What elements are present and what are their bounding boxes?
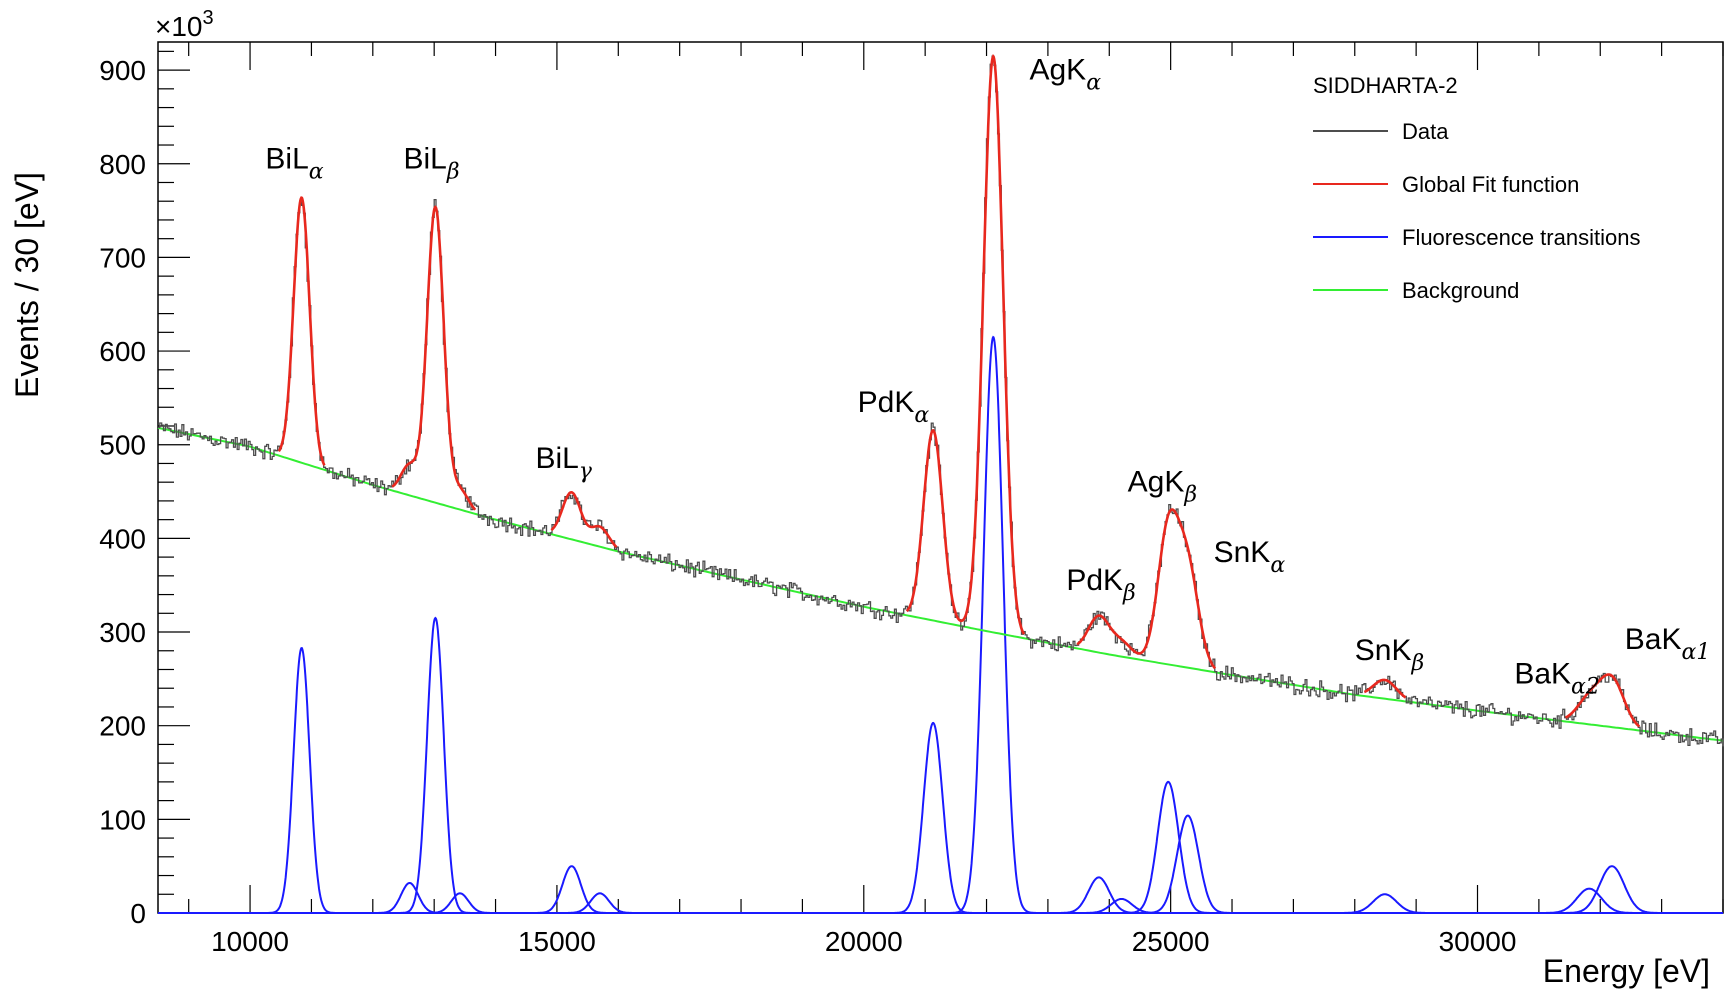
- y-multiplier-exponent: 3: [203, 7, 214, 29]
- y-tick-label: 200: [99, 711, 146, 742]
- peak-label: BaKα1: [1625, 623, 1711, 665]
- peak-label-subscript: γ: [579, 459, 593, 484]
- peak-label-subscript: α2: [1571, 675, 1600, 700]
- peak-label-subscript: α: [309, 159, 324, 184]
- legend: SIDDHARTA-2 Data Global Fit function Fluor…: [1313, 73, 1640, 303]
- y-multiplier-base: ×10: [155, 11, 203, 42]
- peak-label: SnKα: [1214, 536, 1286, 578]
- y-tick-label: 600: [99, 336, 146, 367]
- peak-label-subscript: β: [1122, 581, 1136, 606]
- peak-label: BiLα: [265, 142, 323, 184]
- peak-label-element: PdK: [858, 386, 915, 419]
- peak-label-element: AgK: [1029, 53, 1086, 86]
- fluorescence-transitions-series: [158, 335, 1723, 914]
- peak-label: AgKα: [1029, 53, 1101, 95]
- x-tick-label: 30000: [1439, 926, 1517, 957]
- y-axis-ticks: [158, 50, 190, 914]
- peak-label-subscript: β: [1410, 651, 1424, 676]
- peak-label-subscript: β: [446, 159, 460, 184]
- y-tick-label: 300: [99, 617, 146, 648]
- legend-label: Data: [1402, 119, 1449, 144]
- x-axis-title: Energy [eV]: [1543, 953, 1710, 989]
- peak-label-subscript: α1: [1682, 640, 1711, 665]
- peak-label-element: PdK: [1066, 564, 1123, 597]
- peak-label-element: SnK: [1214, 536, 1271, 569]
- x-tick-label: 10000: [211, 926, 289, 957]
- x-axis-tick-labels: 10000 15000 20000 25000 30000: [211, 926, 1516, 957]
- y-axis-tick-labels: 0 100 200 300 400 500 600 700 800 900: [99, 55, 146, 929]
- peak-label: AgKβ: [1128, 466, 1197, 508]
- y-tick-label: 800: [99, 149, 146, 180]
- x-tick-label: 25000: [1132, 926, 1210, 957]
- x-tick-label: 15000: [518, 926, 596, 957]
- fluorescence-peak: [158, 865, 1723, 914]
- peak-label-element: AgK: [1128, 466, 1185, 499]
- peak-label: BaKα2: [1514, 658, 1600, 700]
- y-axis-multiplier: ×103: [155, 7, 214, 42]
- peak-label-subscript: α: [1086, 70, 1101, 95]
- legend-title: SIDDHARTA-2: [1313, 73, 1458, 98]
- peak-label-element: BiL: [265, 142, 308, 175]
- legend-label: Background: [1402, 278, 1519, 303]
- peak-label-subscript: β: [1183, 483, 1197, 508]
- peak-label: BiLβ: [403, 142, 459, 184]
- peak-label: BiLγ: [535, 442, 592, 484]
- y-tick-label: 0: [130, 898, 146, 929]
- peak-label-element: BiL: [403, 142, 446, 175]
- peak-label-element: BiL: [535, 442, 578, 475]
- global-fit-series-line: [277, 54, 1641, 728]
- peak-label: PdKα: [858, 386, 930, 428]
- y-tick-label: 700: [99, 242, 146, 273]
- y-tick-label: 400: [99, 523, 146, 554]
- legend-entries: Data Global Fit function Fluorescence tran…: [1313, 119, 1640, 303]
- peak-label: PdKβ: [1066, 564, 1135, 606]
- peak-label-subscript: α: [914, 403, 929, 428]
- peak-label-subscript: α: [1270, 553, 1285, 578]
- peak-label-element: BaK: [1514, 658, 1571, 691]
- y-axis-title: Events / 30 [eV]: [9, 172, 45, 398]
- y-tick-label: 500: [99, 430, 146, 461]
- y-tick-label: 900: [99, 55, 146, 86]
- legend-label: Fluorescence transitions: [1402, 225, 1640, 250]
- peak-label-element: BaK: [1625, 623, 1682, 656]
- y-tick-label: 100: [99, 804, 146, 835]
- peak-label-element: SnK: [1355, 634, 1412, 667]
- x-tick-label: 20000: [825, 926, 903, 957]
- peak-label: SnKβ: [1355, 634, 1424, 676]
- background-series-line: [157, 426, 1724, 742]
- legend-label: Global Fit function: [1402, 172, 1579, 197]
